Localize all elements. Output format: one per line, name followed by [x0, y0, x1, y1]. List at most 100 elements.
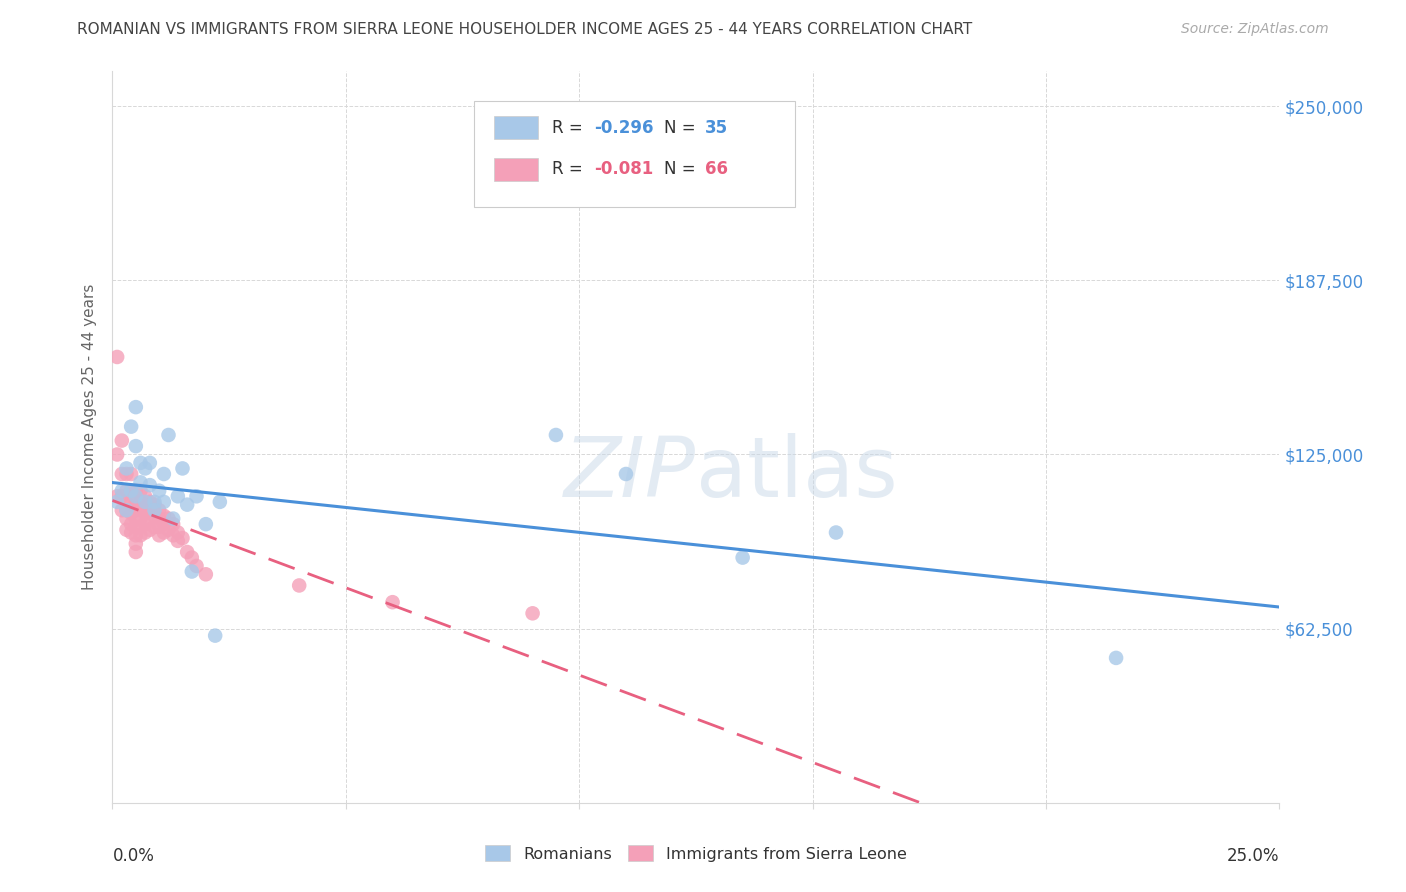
Point — [115, 495, 138, 509]
Point — [120, 483, 142, 498]
Point — [288, 578, 311, 592]
Point — [129, 528, 152, 542]
Point — [1105, 651, 1128, 665]
Point — [143, 498, 166, 512]
Point — [129, 456, 152, 470]
Point — [115, 523, 138, 537]
Point — [129, 483, 152, 498]
Point — [522, 607, 544, 621]
Point — [143, 508, 166, 523]
Text: R =: R = — [553, 161, 589, 178]
Text: -0.296: -0.296 — [595, 119, 654, 136]
Point — [143, 495, 166, 509]
Point — [134, 498, 156, 512]
FancyBboxPatch shape — [494, 116, 538, 139]
Point — [186, 558, 208, 573]
Point — [125, 495, 148, 509]
Point — [172, 461, 194, 475]
Point — [134, 495, 156, 509]
Point — [176, 498, 198, 512]
Point — [111, 483, 134, 498]
Point — [120, 506, 142, 520]
Point — [157, 428, 180, 442]
Point — [125, 489, 148, 503]
Point — [148, 483, 170, 498]
Point — [134, 506, 156, 520]
Point — [614, 467, 637, 481]
Point — [825, 525, 848, 540]
Point — [125, 520, 148, 534]
Text: 66: 66 — [706, 161, 728, 178]
Point — [115, 503, 138, 517]
Point — [129, 520, 152, 534]
Point — [194, 517, 217, 532]
Point — [162, 517, 184, 532]
Point — [139, 511, 162, 525]
Legend: Romanians, Immigrants from Sierra Leone: Romanians, Immigrants from Sierra Leone — [478, 838, 914, 868]
Point — [139, 478, 162, 492]
Text: ZIP: ZIP — [564, 434, 696, 514]
Point — [208, 495, 231, 509]
Point — [125, 545, 148, 559]
Point — [153, 517, 176, 532]
Point — [111, 489, 134, 503]
Point — [134, 517, 156, 532]
Text: 35: 35 — [706, 119, 728, 136]
Point — [125, 511, 148, 525]
Point — [115, 461, 138, 475]
Point — [105, 495, 128, 509]
Point — [143, 520, 166, 534]
Point — [115, 503, 138, 517]
Point — [162, 511, 184, 525]
Point — [157, 523, 180, 537]
Point — [153, 467, 176, 481]
Point — [125, 400, 148, 414]
Point — [134, 489, 156, 503]
Point — [186, 489, 208, 503]
Point — [111, 434, 134, 448]
Point — [153, 525, 176, 540]
Point — [125, 503, 148, 517]
Y-axis label: Householder Income Ages 25 - 44 years: Householder Income Ages 25 - 44 years — [82, 284, 97, 591]
Point — [148, 511, 170, 525]
Point — [134, 525, 156, 540]
Point — [105, 350, 128, 364]
Point — [120, 517, 142, 532]
Point — [153, 508, 176, 523]
Point — [148, 503, 170, 517]
Point — [139, 495, 162, 509]
Point — [143, 503, 166, 517]
Point — [125, 483, 148, 498]
Text: 0.0%: 0.0% — [112, 847, 155, 864]
Point — [381, 595, 404, 609]
Point — [129, 511, 152, 525]
Point — [176, 545, 198, 559]
Point — [148, 520, 170, 534]
Point — [115, 467, 138, 481]
Text: 25.0%: 25.0% — [1227, 847, 1279, 864]
Point — [139, 503, 162, 517]
Point — [129, 495, 152, 509]
Point — [194, 567, 217, 582]
FancyBboxPatch shape — [474, 101, 796, 207]
Text: N =: N = — [665, 119, 702, 136]
Point — [180, 550, 202, 565]
Point — [111, 467, 134, 481]
FancyBboxPatch shape — [494, 158, 538, 181]
Point — [139, 456, 162, 470]
Point — [111, 503, 134, 517]
Point — [153, 495, 176, 509]
Point — [120, 483, 142, 498]
Point — [125, 536, 148, 550]
Point — [148, 528, 170, 542]
Point — [157, 511, 180, 525]
Point — [120, 419, 142, 434]
Point — [105, 489, 128, 503]
Point — [162, 528, 184, 542]
Text: Source: ZipAtlas.com: Source: ZipAtlas.com — [1181, 22, 1329, 37]
Point — [120, 525, 142, 540]
Point — [180, 565, 202, 579]
Point — [129, 475, 152, 490]
Point — [105, 448, 128, 462]
Point — [129, 503, 152, 517]
